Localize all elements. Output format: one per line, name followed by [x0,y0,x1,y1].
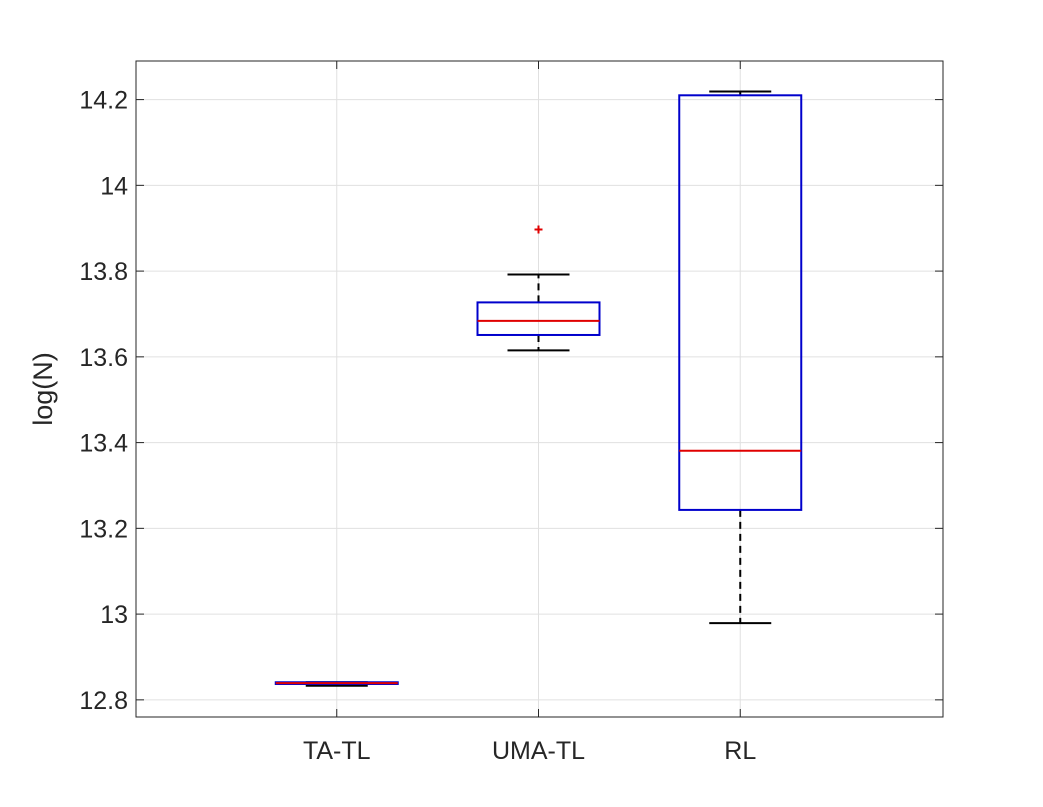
box-plot-series [274,90,803,687]
box-group-rl [678,90,803,625]
box-group-uma-tl [476,225,601,352]
y-tick-label: 13.8 [79,258,128,286]
y-axis-label: log(N) [28,352,58,426]
box-group-ta-tl [274,681,399,687]
axis-ticks [136,61,943,717]
y-tick-label: 13.2 [79,515,128,543]
plot-area-frame [135,60,944,718]
y-tick-label: 12.8 [79,687,128,715]
y-axis-tick-labels: 12.8 13 13.2 13.4 13.6 13.8 14 14.2 [79,87,128,715]
y-tick-label: 13 [100,601,128,629]
outlier-marker [534,225,543,234]
x-tick-label: TA-TL [303,737,371,765]
x-tick-label: UMA-TL [492,737,585,765]
x-axis-tick-labels: TA-TL UMA-TL RL [303,737,756,765]
y-tick-label: 14 [100,172,128,200]
grid-lines [136,61,943,717]
iqr-box [476,301,601,336]
y-tick-label: 14.2 [79,87,128,115]
x-tick-label: RL [724,737,756,765]
iqr-box [678,94,803,511]
y-tick-label: 13.6 [79,344,128,372]
y-tick-label: 13.4 [79,430,128,458]
